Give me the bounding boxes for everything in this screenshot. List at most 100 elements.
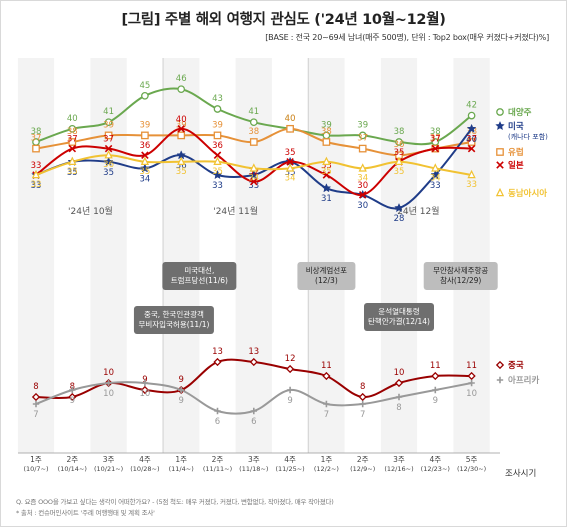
data-label: 8 xyxy=(396,403,401,413)
data-point xyxy=(322,156,331,165)
data-point xyxy=(321,183,332,193)
data-label: 10 xyxy=(103,368,114,378)
annotation-label: (12/3) xyxy=(315,276,338,285)
data-label: 35 xyxy=(67,168,78,178)
data-label: 10 xyxy=(466,389,477,399)
data-point xyxy=(431,163,440,172)
data-point xyxy=(431,371,440,381)
data-point xyxy=(322,371,331,381)
data-point xyxy=(467,169,476,179)
data-point xyxy=(250,407,257,415)
data-point xyxy=(31,169,41,179)
data-label: 35 xyxy=(394,167,405,177)
data-label: 35 xyxy=(103,168,114,178)
data-label: 35 xyxy=(285,148,296,158)
data-label: 10 xyxy=(103,389,114,399)
annotation-label: 비상계엄선포 xyxy=(306,265,347,275)
data-label: 35 xyxy=(212,167,223,177)
legend-label: 아프리카 xyxy=(508,375,539,386)
data-point xyxy=(394,378,404,388)
data-label: 6 xyxy=(251,417,256,427)
data-point xyxy=(322,171,331,179)
data-label: 10 xyxy=(139,389,150,399)
data-label: 10 xyxy=(394,368,405,378)
data-point xyxy=(496,376,504,384)
data-label: 9 xyxy=(70,396,75,406)
legend-label: 미국 xyxy=(508,121,524,132)
data-point xyxy=(250,177,258,186)
data-label: 39 xyxy=(321,120,332,130)
data-label: 41 xyxy=(248,107,259,117)
data-point xyxy=(394,156,404,165)
data-point xyxy=(467,138,476,146)
annotation-box xyxy=(297,262,356,290)
data-label: 41 xyxy=(103,107,114,117)
data-point xyxy=(140,385,150,395)
data-label: 46 xyxy=(176,74,187,84)
data-point xyxy=(495,120,505,131)
data-label: 39 xyxy=(176,120,187,130)
data-point xyxy=(467,144,476,153)
x-tick-date: (11/25~) xyxy=(275,465,304,473)
data-point xyxy=(141,91,149,100)
data-point xyxy=(32,144,40,153)
data-label: 12 xyxy=(285,354,296,364)
data-label: 40 xyxy=(285,114,296,124)
data-point xyxy=(213,151,222,159)
data-label: 39 xyxy=(212,120,223,130)
data-label: 37 xyxy=(67,135,78,145)
data-label: 34 xyxy=(357,173,368,183)
x-tick-date: (12/2~) xyxy=(314,465,339,473)
data-point xyxy=(32,400,40,408)
annotation-label: 중국, 한국인관광객 xyxy=(144,309,204,319)
data-label: 36 xyxy=(103,160,114,170)
data-label: 38 xyxy=(394,127,405,137)
data-label: 11 xyxy=(430,361,441,371)
data-point xyxy=(359,400,366,408)
data-point xyxy=(141,131,149,140)
x-tick-week: 2주 xyxy=(357,455,369,464)
data-label: 9 xyxy=(287,396,292,406)
data-label: 35 xyxy=(285,168,296,178)
data-label: 33 xyxy=(430,181,441,191)
data-point xyxy=(105,379,112,387)
data-label: 38 xyxy=(321,127,332,137)
data-label: 33 xyxy=(466,180,477,190)
data-point xyxy=(104,150,113,159)
week-band xyxy=(17,58,55,453)
x-tick-week: 4주 xyxy=(284,455,296,464)
data-label: 36 xyxy=(176,161,187,171)
x-tick-date: (12/9~) xyxy=(350,465,375,473)
data-point xyxy=(358,191,367,199)
data-label: 38 xyxy=(31,127,42,137)
data-point xyxy=(395,393,403,401)
data-point xyxy=(496,161,504,169)
data-point xyxy=(141,151,149,159)
month-label: '24년 12월 xyxy=(395,205,440,217)
data-point xyxy=(213,131,222,140)
data-point xyxy=(68,156,77,165)
data-label: 35 xyxy=(67,167,78,177)
data-label: 7 xyxy=(360,410,365,420)
x-tick-date: (11/4~) xyxy=(169,465,194,473)
data-label: 40 xyxy=(67,114,78,124)
annotation-label: 탄핵안가결(12/14) xyxy=(368,316,430,326)
x-tick-week: 3주 xyxy=(248,455,260,464)
data-label: 37 xyxy=(103,135,114,145)
x-tick-date: (12/23~) xyxy=(421,465,450,473)
legend-label: 일본 xyxy=(508,160,524,171)
data-label: 30 xyxy=(357,201,368,211)
data-point xyxy=(394,202,404,213)
data-label: 39 xyxy=(357,120,368,130)
data-point xyxy=(248,169,259,180)
data-point xyxy=(496,148,504,156)
data-label: 11 xyxy=(321,361,332,371)
data-label: 35 xyxy=(394,148,405,158)
data-label: 37 xyxy=(466,135,477,145)
data-point xyxy=(358,392,367,402)
x-tick-date: (12/30~) xyxy=(457,465,486,473)
data-label: 31 xyxy=(321,194,332,204)
x-tick-date: (11/11~) xyxy=(203,465,232,473)
week-band xyxy=(380,58,418,453)
